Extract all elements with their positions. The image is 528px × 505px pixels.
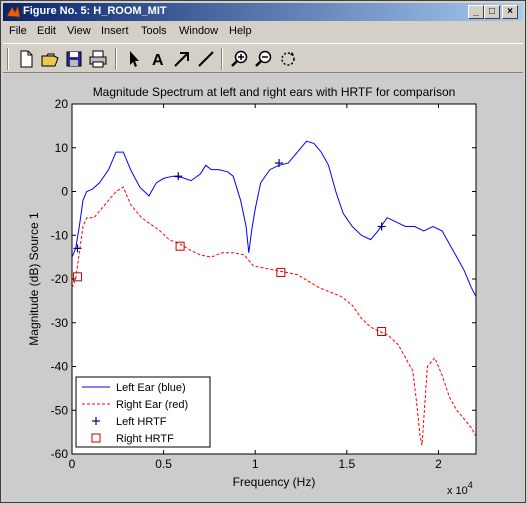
- matlab-icon: [6, 4, 21, 18]
- menu-window[interactable]: Window: [179, 25, 219, 37]
- svg-text:A: A: [152, 52, 164, 69]
- insert-line-icon[interactable]: [195, 48, 217, 70]
- legend-label-right-hrtf: Right HRTF: [116, 433, 174, 445]
- left-ear-line: [71, 140, 477, 297]
- menu-insert[interactable]: Insert: [101, 25, 129, 37]
- left-hrtf-marker: [73, 244, 82, 253]
- window-title: Figure No. 5: H_ROOM_MIT: [23, 5, 167, 17]
- y-tick-label: -30: [51, 316, 69, 330]
- chart-title: Magnitude Spectrum at left and right ear…: [93, 85, 456, 99]
- y-tick-label: 20: [55, 97, 69, 111]
- toolbar-grip: [7, 48, 9, 70]
- x-tick-label: 2: [435, 457, 442, 471]
- save-icon[interactable]: [63, 48, 85, 70]
- x-tick-label: 1.5: [338, 457, 355, 471]
- toolbar-separator-2: [221, 48, 223, 70]
- y-axis-label: Magnitude (dB) Source 1: [27, 212, 41, 346]
- y-tick-label: -10: [51, 228, 69, 242]
- maximize-icon: □: [488, 6, 496, 17]
- menu-file[interactable]: File: [9, 25, 27, 37]
- insert-arrow-icon[interactable]: [171, 48, 193, 70]
- zoom-in-icon[interactable]: [229, 48, 251, 70]
- close-icon: ×: [507, 6, 513, 17]
- legend: Left Ear (blue) Right Ear (red) Left HRT…: [75, 376, 211, 448]
- right-hrtf-marker: [175, 241, 185, 251]
- menu-edit[interactable]: Edit: [37, 25, 56, 37]
- legend-box: [75, 376, 211, 448]
- menu-bar: File Edit View Insert Tools Window Help: [3, 23, 523, 41]
- right-ear-line: [71, 186, 477, 446]
- left-hrtf-marker: [377, 222, 386, 231]
- figure-canvas: Magnitude Spectrum at left and right ear…: [4, 74, 524, 502]
- menu-tools[interactable]: Tools: [141, 25, 167, 37]
- rotate-3d-icon[interactable]: [277, 48, 299, 70]
- left-hrtf-marker: [275, 159, 284, 168]
- right-hrtf-marker: [72, 272, 82, 282]
- x-exponent-label: x 104: [447, 480, 473, 497]
- legend-swatch-right-hrtf: [91, 433, 101, 443]
- title-bar[interactable]: Figure No. 5: H_ROOM_MIT _ □ ×: [3, 3, 523, 21]
- open-file-icon[interactable]: [39, 48, 61, 70]
- marker-layer: [72, 159, 387, 336]
- y-tick-label: -60: [51, 447, 69, 461]
- legend-label-left-hrtf: Left HRTF: [116, 416, 167, 428]
- right-hrtf-marker: [377, 327, 387, 336]
- menu-help[interactable]: Help: [229, 25, 252, 37]
- y-tick-label: 10: [55, 141, 69, 155]
- close-button[interactable]: ×: [502, 5, 518, 19]
- right-hrtf-marker: [276, 267, 286, 277]
- legend-label-left-ear: Left Ear (blue): [116, 382, 186, 394]
- zoom-out-icon[interactable]: [253, 48, 275, 70]
- series-layer: [71, 140, 477, 446]
- y-tick-label: -20: [51, 272, 69, 286]
- legend-swatch-left-hrtf: [92, 417, 100, 425]
- legend-label-right-ear: Right Ear (red): [116, 399, 188, 411]
- spectrum-chart: Magnitude Spectrum at left and right ear…: [27, 85, 477, 497]
- x-exponent-base: x 10: [447, 485, 468, 497]
- minimize-icon: _: [473, 6, 479, 17]
- minimize-button[interactable]: _: [468, 5, 484, 19]
- maximize-button[interactable]: □: [484, 5, 500, 19]
- figure-toolbar: A: [3, 43, 523, 73]
- insert-text-icon[interactable]: A: [147, 48, 169, 70]
- axis-ticks: 0 0.5 1 1.5 2 -60 -50 -40 -30 -20 -10 0 10 20: [51, 97, 476, 471]
- y-tick-label: -50: [51, 403, 69, 417]
- x-tick-label: 1: [252, 457, 259, 471]
- select-arrow-icon[interactable]: [123, 48, 145, 70]
- new-figure-icon[interactable]: [15, 48, 37, 70]
- y-tick-label: -40: [51, 360, 69, 374]
- x-exponent-power: 4: [468, 480, 473, 490]
- x-axis-label: Frequency (Hz): [233, 475, 316, 489]
- x-tick-label: 0.5: [155, 457, 172, 471]
- menu-view[interactable]: View: [67, 25, 91, 37]
- toolbar-separator: [115, 48, 117, 70]
- print-icon[interactable]: [87, 48, 109, 70]
- left-hrtf-marker: [174, 172, 183, 181]
- y-tick-label: 0: [61, 185, 68, 199]
- x-tick-label: 0: [69, 457, 76, 471]
